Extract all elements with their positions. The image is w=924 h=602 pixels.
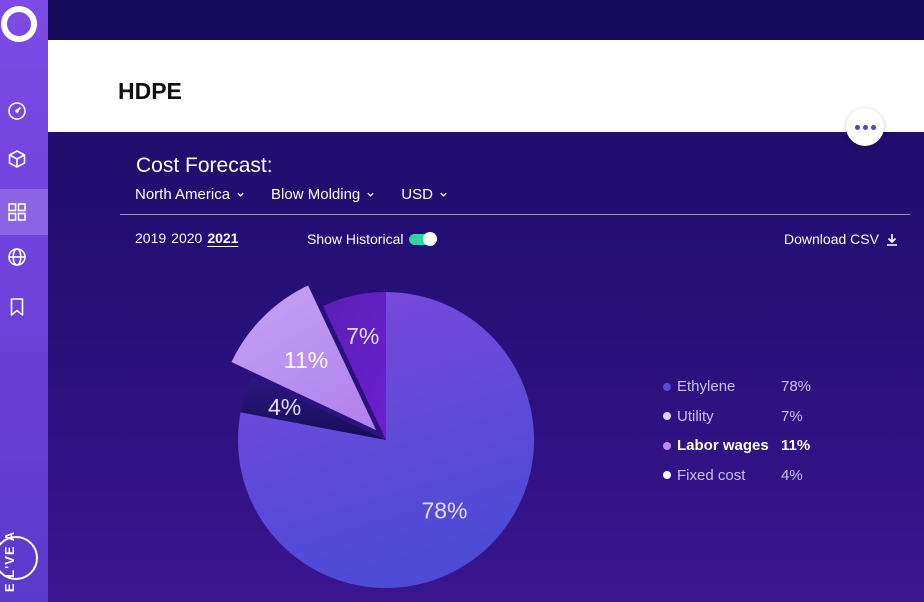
legend-value: 7%: [781, 407, 803, 425]
year-selector: 2019 2020 2021: [135, 230, 238, 246]
speedometer-icon: [8, 102, 26, 120]
download-label: Download CSV: [784, 231, 879, 247]
legend-value: 4%: [781, 466, 803, 484]
legend-label: Labor wages: [677, 437, 769, 455]
brand-logo: E L'VE A: [0, 520, 20, 602]
year-tab-2021[interactable]: 2021: [207, 230, 239, 246]
legend-item-utility[interactable]: Utility 7%: [663, 402, 811, 432]
more-options-button[interactable]: [846, 108, 884, 146]
currency-label: USD: [401, 186, 433, 203]
toggle-knob: [423, 231, 438, 246]
legend-value: 78%: [781, 378, 812, 396]
bookmark-icon: [10, 298, 24, 316]
more-dot-icon: [862, 124, 868, 130]
section-title: Cost Forecast:: [136, 154, 273, 177]
year-tab-2020[interactable]: 2020: [171, 230, 203, 246]
pie-label-ethylene: 78%: [421, 498, 467, 524]
pie-slice-labor-wages[interactable]: [231, 285, 377, 431]
download-icon: [886, 233, 897, 246]
filter-bar: North America Blow Molding USD: [135, 186, 474, 203]
legend-value: 11%: [781, 437, 811, 455]
legend-item-fixed-cost[interactable]: Fixed cost 4%: [663, 461, 811, 491]
legend-dot: [663, 412, 671, 421]
logo[interactable]: [1, 6, 37, 42]
brand-badge: [0, 536, 38, 580]
process-label: Blow Molding: [271, 186, 361, 203]
nav-dashboard[interactable]: [0, 88, 48, 134]
pie-label-utility: 7%: [346, 323, 379, 349]
globe-icon: [8, 248, 26, 266]
nav-bookmarks[interactable]: [0, 284, 48, 330]
pie-slice-fixed-cost[interactable]: [240, 376, 386, 440]
region-dropdown[interactable]: North America: [135, 186, 245, 203]
chevron-down-icon: [440, 192, 447, 197]
pie-slice-utility[interactable]: [322, 292, 386, 440]
pie-label-labor-wages: 11%: [284, 347, 328, 373]
legend-label: Utility: [677, 407, 714, 425]
grid-icon: [8, 203, 26, 221]
more-dot-icon: [854, 124, 860, 130]
nav-materials[interactable]: [0, 136, 48, 182]
show-historical-control: Show Historical: [307, 231, 438, 247]
nav-grid[interactable]: [0, 189, 48, 235]
top-bar: [48, 0, 924, 40]
process-dropdown[interactable]: Blow Molding: [271, 186, 375, 203]
legend-dot: [663, 382, 671, 391]
cube-icon: [8, 150, 26, 168]
legend-item-labor-wages[interactable]: Labor wages 11%: [663, 431, 811, 461]
legend-dot: [663, 471, 671, 480]
chevron-down-icon: [367, 192, 374, 197]
region-label: North America: [135, 186, 231, 203]
show-historical-label: Show Historical: [307, 231, 404, 247]
brand-text: E L'VE A: [2, 530, 18, 592]
sidebar: E L'VE A: [0, 0, 48, 602]
show-historical-toggle[interactable]: [409, 231, 438, 246]
divider: [120, 214, 910, 215]
more-dot-icon: [870, 124, 876, 130]
year-tab-2019[interactable]: 2019: [135, 230, 167, 246]
chart-legend: Ethylene 78% Utility 7% Labor wages 11% …: [663, 372, 811, 490]
legend-label: Fixed cost: [677, 466, 746, 484]
currency-dropdown[interactable]: USD: [401, 186, 448, 203]
nav-globe[interactable]: [0, 234, 48, 280]
legend-dot: [663, 441, 671, 450]
legend-label: Ethylene: [677, 378, 736, 396]
chevron-down-icon: [237, 192, 244, 197]
download-csv-button[interactable]: Download CSV: [784, 231, 898, 247]
page-header: HDPE: [48, 40, 924, 132]
pie-label-fixed-cost: 4%: [268, 394, 301, 420]
legend-item-ethylene[interactable]: Ethylene 78%: [663, 372, 811, 402]
page-title: HDPE: [118, 78, 182, 104]
